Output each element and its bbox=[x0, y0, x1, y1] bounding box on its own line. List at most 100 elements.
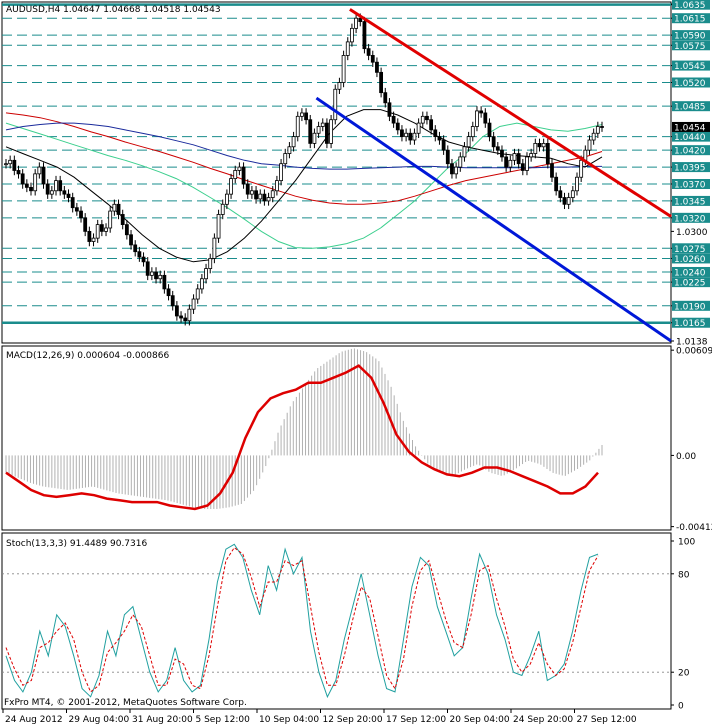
price-level-tag bbox=[672, 0, 710, 10]
candle-body bbox=[520, 163, 525, 171]
red-trendline[interactable] bbox=[349, 8, 672, 218]
time-tick-label: 20 Sep 04:00 bbox=[450, 715, 510, 725]
stochastic-tick-label: 0 bbox=[678, 702, 684, 712]
candle-body bbox=[379, 71, 384, 94]
candle-body bbox=[216, 214, 221, 239]
candle-body bbox=[24, 183, 29, 188]
stochastic-pane[interactable]: Stoch(13,3,3) 91.4489 90.7316 FxPro MT4,… bbox=[1, 532, 695, 712]
price-level-tag bbox=[672, 179, 710, 190]
price-level-label: 1.0345 bbox=[674, 197, 706, 207]
candle-body bbox=[487, 122, 492, 138]
candle-body bbox=[350, 27, 354, 43]
candle-body bbox=[70, 197, 75, 209]
candle-body bbox=[283, 153, 288, 165]
price-level-tag bbox=[672, 195, 710, 206]
candle-body bbox=[158, 274, 163, 280]
price-level-tag bbox=[672, 145, 710, 156]
candle-body bbox=[416, 122, 421, 134]
candle-body bbox=[62, 190, 67, 195]
candle-body bbox=[420, 115, 425, 124]
candle-body bbox=[579, 159, 584, 178]
price-pane[interactable]: AUDUSD,H4 1.04647 1.04668 1.04518 1.0454… bbox=[1, 0, 710, 348]
candle-body bbox=[124, 224, 129, 236]
stochastic-main-line bbox=[5, 543, 599, 699]
candle-body bbox=[575, 176, 579, 192]
candle-body bbox=[120, 214, 125, 226]
candle-body bbox=[383, 92, 388, 104]
candle-body bbox=[558, 190, 563, 198]
candle-body bbox=[83, 217, 88, 232]
price-level-label: 1.0420 bbox=[674, 147, 706, 157]
candle-body bbox=[229, 178, 233, 195]
candle-body bbox=[12, 159, 17, 171]
macd-signal-polyline bbox=[5, 364, 599, 511]
candle-body bbox=[375, 61, 379, 73]
candle-body bbox=[541, 143, 546, 148]
price-level-tag bbox=[672, 253, 710, 264]
price-level-label: 1.0575 bbox=[674, 42, 706, 52]
trendlines[interactable] bbox=[315, 8, 672, 343]
price-tick-label: 1.0300 bbox=[676, 228, 708, 238]
candle-body bbox=[412, 132, 417, 141]
candle-body bbox=[512, 153, 517, 161]
candle-body bbox=[529, 153, 534, 158]
candle-body bbox=[500, 149, 504, 158]
candle-body bbox=[325, 122, 329, 144]
price-candles bbox=[4, 13, 604, 326]
stochastic-level-lines bbox=[2, 573, 671, 673]
candle-body bbox=[212, 237, 217, 259]
price-level-label: 1.0190 bbox=[674, 302, 706, 312]
stochastic-signal-line bbox=[5, 546, 599, 693]
candle-body bbox=[145, 261, 150, 276]
candle-body bbox=[149, 271, 154, 276]
candle-body bbox=[112, 203, 117, 212]
macd-indicator-label: MACD(12,26,9) 0.000604 -0.000866 bbox=[6, 351, 169, 361]
candle-body bbox=[91, 237, 96, 242]
candle-body bbox=[108, 210, 113, 229]
candle-body bbox=[270, 190, 275, 198]
macd-histogram bbox=[5, 348, 603, 509]
current-price-tag bbox=[672, 121, 710, 132]
macd-tick-label: 0.00609 bbox=[676, 347, 712, 357]
candle-body bbox=[600, 126, 604, 128]
candle-body bbox=[104, 227, 108, 232]
candle-body bbox=[537, 143, 542, 148]
candle-body bbox=[254, 190, 258, 200]
candle-body bbox=[391, 115, 396, 124]
candle-body bbox=[425, 115, 429, 121]
candle-body bbox=[508, 159, 513, 168]
candle-body bbox=[358, 17, 363, 22]
blue-trendline[interactable] bbox=[315, 96, 672, 343]
price-level-tag bbox=[672, 13, 710, 24]
candle-body bbox=[179, 315, 183, 319]
candle-body bbox=[354, 17, 358, 29]
stochastic-tick-label: 100 bbox=[678, 538, 695, 548]
candle-body bbox=[174, 305, 179, 317]
macd-pane[interactable]: MACD(12,26,9) 0.000604 -0.000866 0.00609… bbox=[1, 345, 712, 533]
candle-body bbox=[337, 82, 342, 90]
candle-body bbox=[595, 126, 600, 134]
candle-body bbox=[250, 190, 254, 195]
time-tick-label: 10 Sep 04:00 bbox=[259, 715, 319, 725]
macd-tick-label: 0.00 bbox=[676, 452, 696, 462]
candle-body bbox=[195, 288, 200, 300]
candle-body bbox=[29, 186, 33, 192]
price-level-label: 1.0395 bbox=[674, 164, 706, 174]
candle-body bbox=[462, 146, 467, 158]
candle-body bbox=[345, 41, 350, 56]
candle-body bbox=[141, 256, 146, 263]
price-level-label: 1.0440 bbox=[674, 133, 706, 143]
candle-body bbox=[525, 156, 529, 171]
candle-body bbox=[450, 163, 454, 175]
candle-body bbox=[129, 234, 133, 246]
price-level-tag bbox=[672, 131, 710, 142]
candle-body bbox=[400, 129, 404, 138]
candle-body bbox=[45, 183, 50, 195]
candle-body bbox=[162, 274, 167, 290]
macd-axis: 0.00609 0.00 -0.00412 bbox=[671, 347, 712, 533]
macd-pane-frame bbox=[1, 345, 672, 531]
price-level-tag bbox=[672, 300, 710, 311]
candle-body bbox=[279, 163, 283, 182]
